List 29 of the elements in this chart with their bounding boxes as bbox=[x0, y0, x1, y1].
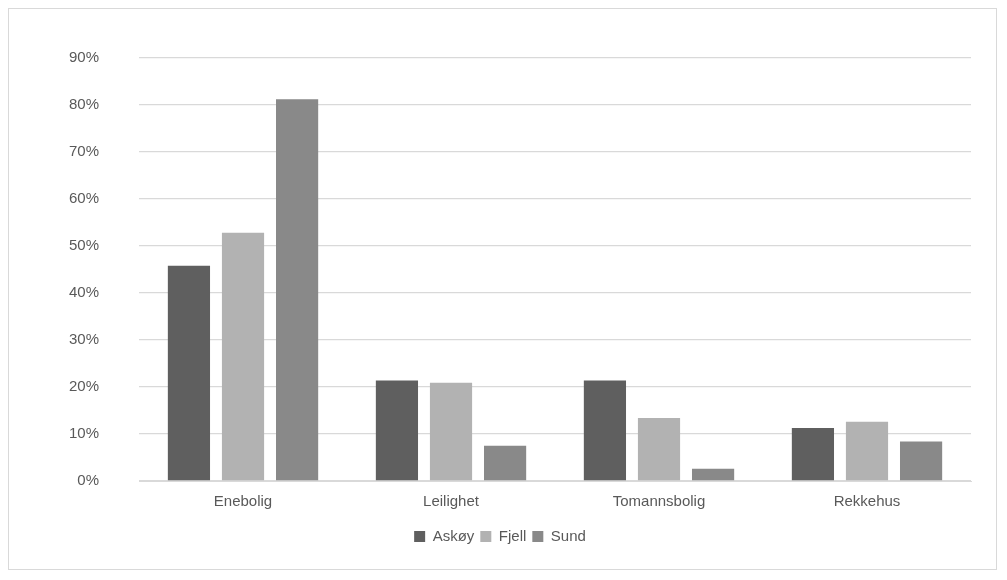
y-tick-label: 40% bbox=[68, 283, 100, 301]
y-tick-label: 0% bbox=[77, 471, 100, 489]
x-tick-label: Enebolig bbox=[213, 492, 273, 510]
y-tick-label: 30% bbox=[68, 330, 100, 348]
x-tick-label: Rekkehus bbox=[833, 492, 901, 510]
bar bbox=[899, 441, 943, 481]
bar bbox=[791, 427, 835, 481]
bar bbox=[429, 382, 473, 481]
bar bbox=[637, 418, 681, 481]
legend-label: Askøy bbox=[432, 526, 475, 544]
y-tick-label: 70% bbox=[68, 142, 100, 160]
bar bbox=[375, 380, 419, 481]
bar bbox=[692, 468, 735, 481]
y-tick-label: 80% bbox=[68, 95, 100, 113]
bar bbox=[276, 99, 319, 481]
y-tick-label: 90% bbox=[68, 48, 100, 66]
x-tick-label: Leilighet bbox=[423, 492, 480, 510]
bar bbox=[221, 232, 265, 481]
legend-label: Sund bbox=[550, 526, 586, 544]
bar bbox=[484, 445, 527, 481]
x-tick-label: Tomannsbolig bbox=[612, 492, 706, 510]
y-tick-label: 20% bbox=[68, 377, 100, 395]
legend-label: Fjell bbox=[498, 526, 527, 544]
y-tick-label: 60% bbox=[68, 189, 100, 207]
bar bbox=[845, 421, 889, 481]
bar bbox=[167, 265, 211, 481]
y-tick-label: 10% bbox=[68, 424, 100, 442]
y-tick-label: 50% bbox=[68, 236, 100, 254]
bar bbox=[583, 380, 627, 481]
